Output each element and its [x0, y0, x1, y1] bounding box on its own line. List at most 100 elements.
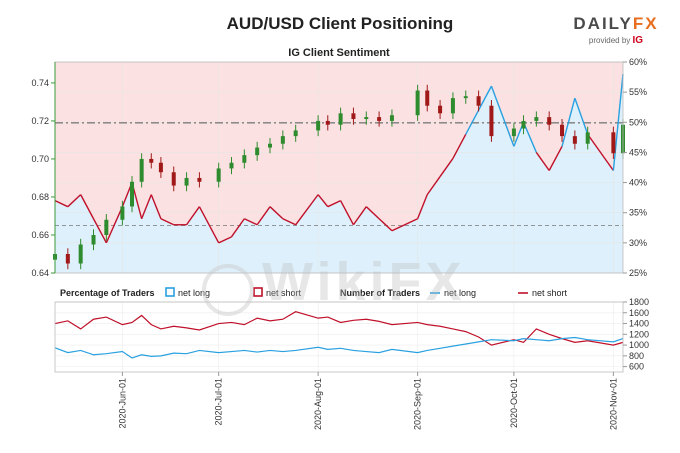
sentiment-panel-series — [53, 73, 625, 270]
count-tick-label: 1400 — [629, 319, 649, 329]
candle-body — [489, 105, 494, 137]
sentiment-line-segment — [535, 152, 550, 171]
candle-body — [149, 158, 154, 163]
traders-legend: Percentage of Traders net long net short Nu… — [60, 287, 568, 298]
sentiment-line-segment — [439, 158, 454, 177]
candle-body — [104, 219, 109, 235]
candle-body — [521, 120, 526, 129]
candle-body — [415, 90, 420, 116]
legend-percentage-title: Percentage of Traders — [60, 288, 155, 298]
sentiment-line-segment — [92, 218, 107, 244]
logo-provider: IG — [632, 35, 644, 46]
candle-body — [280, 136, 285, 144]
count-tick-label: 800 — [629, 351, 644, 361]
sentiment-line-segment — [140, 194, 152, 220]
candle-body — [338, 113, 343, 125]
candle-body — [438, 105, 443, 114]
sentiment-line-segment — [365, 206, 380, 220]
date-tick-label: 2020-Nov-01 — [608, 378, 618, 430]
legend-pct-long-swatch — [165, 287, 175, 297]
candle-body — [65, 253, 70, 264]
sentiment-line-segment — [54, 200, 69, 208]
sentiment-line-segment — [490, 85, 515, 147]
sentiment-line-segment — [612, 73, 624, 171]
sentiment-line-segment — [295, 194, 319, 226]
candle-body — [268, 143, 273, 148]
sentiment-line-segment — [150, 194, 162, 220]
net-short-traders-line — [54, 311, 624, 346]
traders-panel-frame — [54, 301, 624, 373]
sentiment-line-segment — [160, 218, 175, 226]
candle-body — [139, 158, 144, 182]
count-tick-label: 1200 — [629, 329, 649, 339]
sentiment-line-segment — [465, 109, 480, 135]
sentiment-line-segment — [477, 85, 493, 111]
candle-body — [560, 124, 565, 137]
candle-body — [534, 117, 539, 121]
candle-body — [572, 136, 577, 144]
candle-body — [197, 177, 202, 182]
sentiment-line-segment — [269, 206, 284, 220]
candle-body — [91, 234, 96, 245]
legend-number-title: Number of Traders — [340, 288, 420, 298]
traders-panel-grid — [55, 301, 623, 372]
candle-body — [511, 128, 516, 137]
sentiment-line-segment — [561, 97, 576, 147]
pct-tick-label: 40% — [629, 178, 647, 188]
candle-body — [351, 113, 356, 120]
watermark-text: WikiFX — [262, 252, 466, 312]
date-tick-label: 2020-Oct-01 — [509, 378, 519, 428]
candle-body — [585, 132, 590, 144]
sentiment-line-segment — [244, 218, 258, 226]
candle-body — [216, 168, 221, 182]
net-long-traders-line — [54, 336, 624, 359]
count-tick-label: 600 — [629, 362, 644, 372]
candle-body — [377, 117, 382, 121]
sentiment-line-segment — [80, 194, 95, 220]
legend-num-long-label: net long — [444, 288, 476, 298]
sentiment-line-segment — [185, 206, 200, 226]
sentiment-line-segment — [416, 194, 428, 220]
logo-wordmark: DAILYFX — [566, 14, 666, 34]
sentiment-line-segment — [378, 218, 393, 232]
sentiment-line-segment — [548, 146, 563, 171]
sentiment-line-segment — [105, 206, 124, 244]
chart-title: AUD/USD Client Positioning — [226, 14, 454, 33]
candle-body — [120, 206, 125, 220]
pct-tick-label: 35% — [629, 208, 647, 218]
logo-provided-by: provided by IG — [566, 35, 666, 46]
sentiment-line-segment — [198, 206, 220, 244]
watermark-emblem — [202, 264, 254, 316]
sentiment-line-segment — [67, 194, 82, 208]
candle-body — [184, 177, 189, 186]
sentiment-line-segment — [256, 206, 271, 226]
sentiment-panel-title: IG Client Sentiment — [288, 47, 390, 59]
sentiment-line-segment — [352, 206, 367, 226]
logo-provided-text: provided by — [588, 36, 631, 45]
candle-body — [158, 162, 163, 173]
sentiment-line-segment — [230, 218, 245, 238]
legend-pct-short-label: net short — [266, 288, 302, 298]
sentiment-line-segment — [339, 200, 355, 226]
sentiment-line-segment — [327, 200, 341, 208]
dailyfx-logo: DAILYFX provided by IG — [566, 14, 666, 46]
price-tick-label: 0.64 — [31, 268, 49, 278]
pct-tick-label: 25% — [629, 268, 647, 278]
sentiment-line-segment — [317, 194, 329, 208]
sentiment-line-segment — [587, 133, 614, 171]
legend-pct-long-label: net long — [178, 288, 210, 298]
candle-body — [425, 90, 430, 106]
pct-tick-label: 50% — [629, 117, 647, 127]
sentiment-line-segment — [522, 122, 537, 153]
sentiment-panel-axes: IG Client Sentiment 0.64 0.66 0.68 0.70 0.72 0… — [31, 47, 647, 278]
sentiment-line-segment — [391, 218, 418, 232]
count-tick-label: 1000 — [629, 340, 649, 350]
traders-panel-series — [54, 311, 624, 359]
sentiment-line-segment — [452, 134, 467, 159]
candle-body — [547, 117, 552, 125]
date-tick-label: 2020-Jul-01 — [214, 378, 224, 426]
logo-word-left: DAILY — [573, 14, 633, 33]
date-tick-label: 2020-Jun-01 — [117, 378, 127, 429]
candle-body — [476, 96, 481, 106]
